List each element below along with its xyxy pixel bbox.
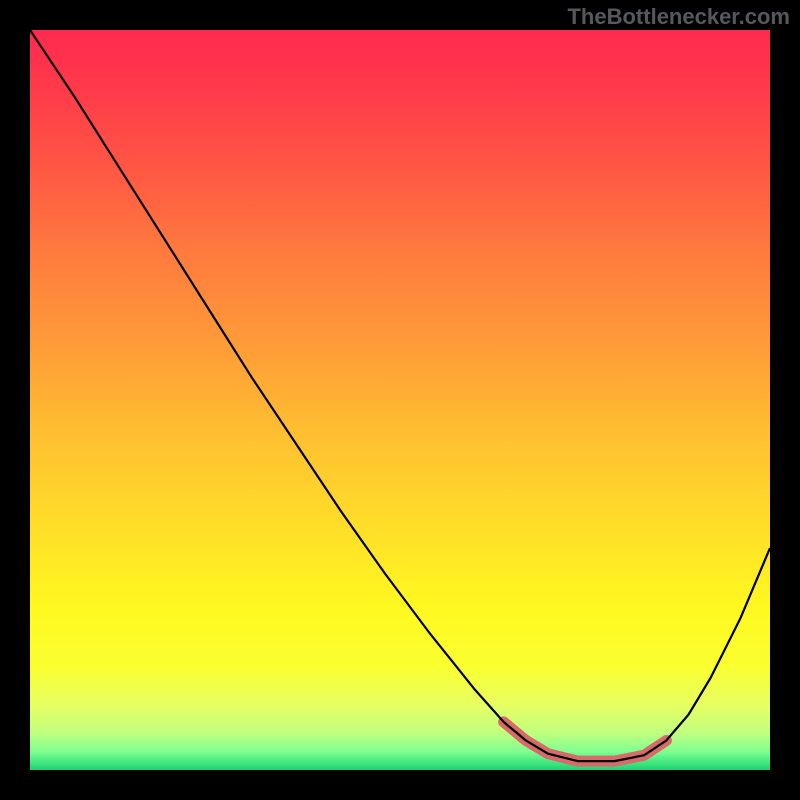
gradient-background bbox=[30, 30, 770, 770]
plot-area bbox=[30, 30, 770, 770]
chart-container: TheBottlenecker.com bbox=[0, 0, 800, 800]
plot-svg bbox=[30, 30, 770, 770]
watermark-text: TheBottlenecker.com bbox=[567, 4, 790, 30]
